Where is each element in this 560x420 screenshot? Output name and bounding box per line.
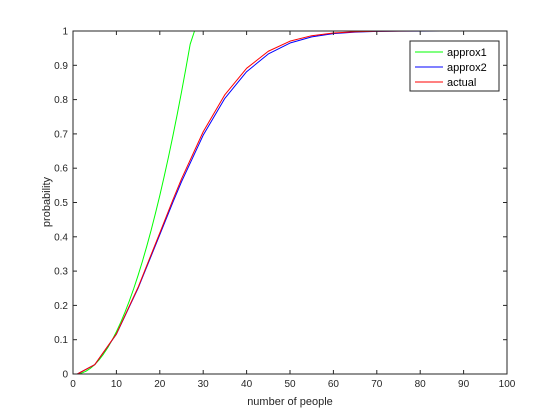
y-tick-label: 0.3 bbox=[54, 267, 68, 278]
legend: approx1 approx2 actual bbox=[409, 40, 500, 92]
tick-layer: 0 10 20 30 40 50 60 70 80 90 100 0 0.1 0.2 0.3 0.4 0.5 0.… bbox=[54, 27, 516, 391]
y-axis-label: probability bbox=[41, 176, 53, 227]
x-axis-label: number of people bbox=[247, 396, 333, 408]
y-tick-label: 0.7 bbox=[54, 129, 68, 140]
y-tick-label: 1 bbox=[62, 27, 68, 38]
y-tick-label: 0.5 bbox=[54, 198, 68, 209]
y-tick-label: 0.4 bbox=[54, 232, 68, 243]
y-tick-label: 0.9 bbox=[54, 61, 68, 72]
y-tick-label: 0.1 bbox=[54, 335, 68, 346]
x-tick-label: 90 bbox=[458, 379, 470, 390]
x-tick-label: 20 bbox=[154, 379, 166, 390]
x-tick-label: 70 bbox=[371, 379, 383, 390]
x-tick-label: 0 bbox=[70, 379, 76, 390]
x-tick-label: 40 bbox=[241, 379, 253, 390]
legend-label-approx1: approx1 bbox=[447, 47, 487, 59]
y-tick-label: 0 bbox=[62, 370, 68, 381]
y-tick-label: 0.8 bbox=[54, 95, 68, 106]
x-tick-label: 60 bbox=[328, 379, 340, 390]
legend-label-approx2: approx2 bbox=[447, 62, 487, 74]
x-tick-label: 100 bbox=[499, 379, 516, 390]
x-tick-label: 50 bbox=[284, 379, 296, 390]
x-tick-label: 10 bbox=[111, 379, 123, 390]
x-tick-label: 80 bbox=[415, 379, 427, 390]
legend-label-actual: actual bbox=[447, 77, 476, 89]
x-tick-label: 30 bbox=[198, 379, 210, 390]
legend-box bbox=[409, 40, 500, 92]
y-tick-label: 0.2 bbox=[54, 301, 68, 312]
y-tick-label: 0.6 bbox=[54, 164, 68, 175]
